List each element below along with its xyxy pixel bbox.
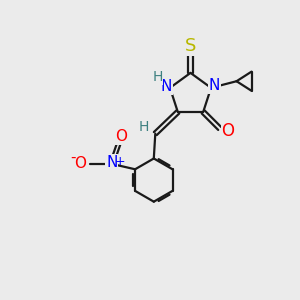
Text: O: O bbox=[74, 156, 86, 171]
Text: N: N bbox=[209, 78, 220, 93]
Text: -: - bbox=[70, 150, 75, 165]
Text: H: H bbox=[152, 70, 163, 84]
Text: O: O bbox=[115, 129, 127, 144]
Text: H: H bbox=[139, 120, 149, 134]
Text: N: N bbox=[106, 155, 117, 170]
Text: +: + bbox=[115, 155, 125, 168]
Text: N: N bbox=[161, 79, 172, 94]
Text: O: O bbox=[222, 122, 235, 140]
Text: S: S bbox=[185, 37, 196, 55]
